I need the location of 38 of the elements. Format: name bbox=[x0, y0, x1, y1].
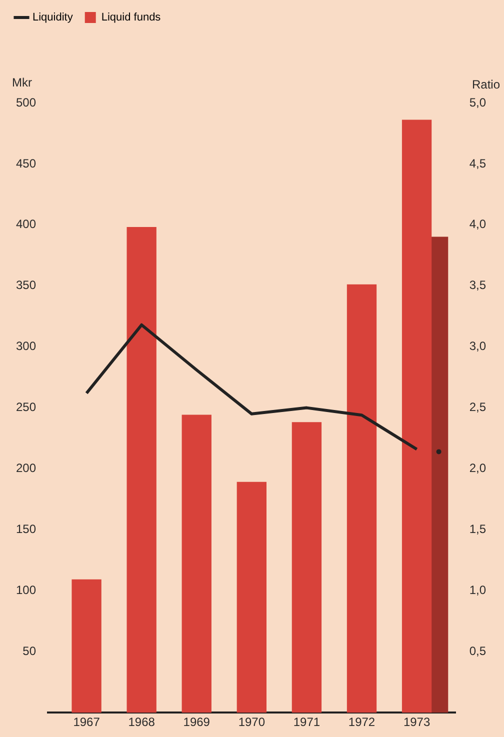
y-tick-label: 200 bbox=[16, 461, 36, 476]
y-tick-label: 50 bbox=[22, 644, 36, 658]
bar bbox=[182, 414, 212, 713]
legend-label: Liquidity bbox=[32, 12, 74, 24]
x-tick-label: 1972 bbox=[348, 715, 376, 730]
y-tick-label: 150 bbox=[16, 522, 36, 536]
x-tick-label: 1968 bbox=[128, 715, 156, 730]
bar bbox=[72, 579, 102, 713]
bar bbox=[236, 482, 266, 713]
y-tick-label: 450 bbox=[16, 156, 36, 170]
y2-tick-label: 5,0 bbox=[469, 95, 486, 110]
y2-tick-label: 0,5 bbox=[469, 644, 486, 658]
bar bbox=[126, 227, 156, 713]
y-tick-label: 100 bbox=[16, 582, 36, 597]
y-tick-label: 300 bbox=[16, 339, 36, 354]
y2-tick-label: 2,0 bbox=[469, 461, 486, 476]
bar bbox=[292, 422, 322, 713]
bar bbox=[346, 284, 377, 713]
y2-axis-title: Ratio bbox=[472, 77, 500, 92]
y-tick-label: 400 bbox=[16, 217, 36, 232]
y-tick-label: 250 bbox=[16, 400, 36, 414]
x-tick-label: 1969 bbox=[183, 715, 210, 730]
y2-tick-label: 1,0 bbox=[469, 582, 486, 597]
y2-tick-label: 4,5 bbox=[469, 156, 486, 170]
y2-tick-label: 1,5 bbox=[469, 522, 486, 536]
y2-tick-label: 3,0 bbox=[469, 339, 486, 354]
y2-tick-label: 4,0 bbox=[469, 217, 486, 232]
y2-tick-label: 3,5 bbox=[469, 278, 486, 292]
y-tick-label: 350 bbox=[16, 278, 36, 292]
y-tick-label: 500 bbox=[16, 95, 36, 110]
x-tick-label: 1970 bbox=[238, 715, 266, 730]
x-tick-label: 1967 bbox=[73, 715, 100, 730]
x-tick-label: 1971 bbox=[293, 715, 320, 730]
legend-label: Liquid funds bbox=[101, 12, 162, 24]
y-axis-title: Mkr bbox=[12, 75, 32, 90]
x-tick-label: 1973 bbox=[403, 715, 430, 730]
bar bbox=[402, 120, 432, 713]
y2-tick-label: 2,5 bbox=[469, 400, 486, 414]
